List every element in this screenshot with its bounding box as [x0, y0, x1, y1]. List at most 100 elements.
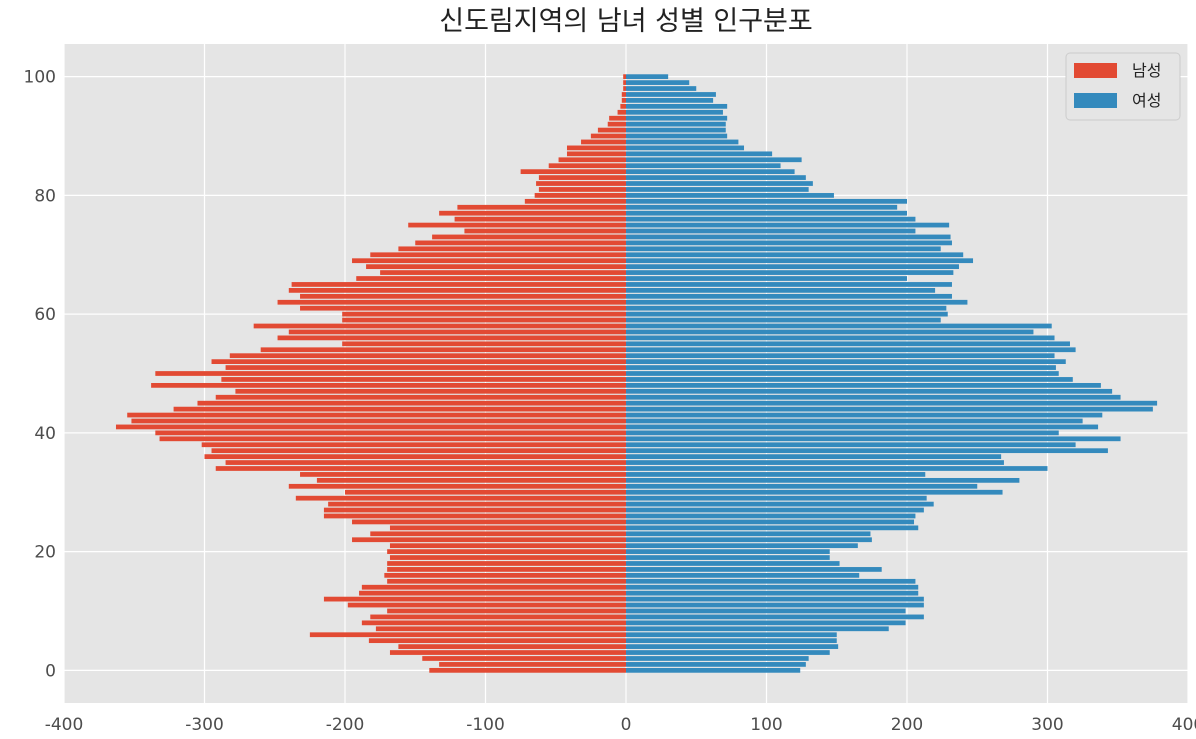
male-bar-age-47	[235, 388, 626, 394]
female-bar-age-94	[626, 109, 723, 115]
male-bar-age-43	[127, 412, 626, 418]
male-bar-age-40	[155, 430, 626, 436]
male-bar-age-72	[415, 240, 626, 246]
female-bar-age-61	[626, 305, 947, 311]
male-bar-age-44	[173, 406, 626, 412]
male-bar-age-73	[432, 234, 626, 240]
y-tick-label: 80	[34, 186, 56, 206]
male-bar-age-34	[215, 466, 627, 471]
male-bar-age-93	[609, 115, 626, 121]
female-bar-age-16	[626, 572, 860, 578]
legend-label-male: 남성	[1132, 61, 1161, 80]
female-bar-age-58	[626, 323, 1052, 329]
male-bar-age-96	[621, 98, 626, 103]
x-tick-label: -100	[466, 715, 505, 735]
female-bar-age-55	[626, 341, 1070, 347]
female-bar-age-40	[626, 430, 1059, 436]
female-bar-age-51	[626, 365, 1056, 370]
female-bar-age-84	[626, 169, 795, 175]
male-bar-age-36	[204, 454, 626, 459]
female-bar-age-11	[626, 602, 924, 608]
female-bar-age-95	[626, 103, 728, 109]
male-bar-age-41	[115, 424, 627, 430]
male-bar-age-10	[387, 608, 626, 614]
male-bar-age-8	[361, 620, 626, 626]
male-bar-age-95	[620, 103, 626, 109]
female-bar-age-17	[626, 567, 882, 572]
male-bar-age-65	[291, 282, 626, 287]
male-bar-age-62	[277, 299, 626, 305]
male-bar-age-7	[375, 626, 626, 632]
female-bar-age-66	[626, 276, 907, 281]
male-bar-age-71	[398, 246, 626, 252]
male-bar-age-87	[566, 151, 626, 157]
female-bar-age-92	[626, 121, 726, 127]
female-bar-age-20	[626, 549, 830, 554]
female-bar-age-88	[626, 145, 745, 151]
male-bar-age-46	[215, 394, 627, 400]
female-bar-age-64	[626, 288, 936, 293]
female-bar-age-42	[626, 418, 1083, 424]
x-tick-label: 300	[1031, 715, 1063, 735]
male-bar-age-18	[387, 561, 626, 566]
x-tick-label: -200	[326, 715, 365, 735]
male-bar-age-25	[352, 519, 626, 525]
female-bar-age-28	[626, 501, 934, 507]
male-bar-age-27	[323, 507, 626, 513]
female-bar-age-59	[626, 317, 941, 323]
x-tick-label: -300	[185, 715, 224, 735]
male-bar-age-6	[309, 632, 626, 638]
male-bar-age-82	[536, 181, 626, 186]
male-bar-age-53	[229, 353, 627, 359]
male-bar-age-4	[398, 644, 626, 649]
y-tick-label: 0	[45, 661, 56, 681]
y-tick-label: 100	[24, 68, 56, 88]
legend-swatch-female	[1074, 93, 1117, 108]
female-bar-age-76	[626, 216, 916, 222]
male-bar-age-5	[368, 638, 626, 644]
female-bar-age-27	[626, 507, 924, 513]
male-bar-age-84	[520, 169, 626, 175]
female-bar-age-96	[626, 98, 714, 103]
male-bar-age-77	[439, 210, 626, 216]
female-bar-age-69	[626, 258, 974, 264]
female-bar-age-3	[626, 650, 830, 655]
bars-layer	[115, 74, 1158, 673]
male-bar-age-74	[464, 228, 626, 234]
male-bar-age-67	[380, 270, 626, 275]
male-bar-age-2	[422, 656, 626, 661]
x-tick-label: 100	[750, 715, 782, 735]
male-bar-age-32	[316, 477, 626, 483]
female-bar-age-78	[626, 204, 898, 210]
x-tick-label: 400	[1172, 715, 1196, 735]
male-bar-age-79	[524, 198, 626, 204]
male-bar-age-42	[131, 418, 626, 424]
female-bar-age-100	[626, 74, 669, 80]
female-bar-age-7	[626, 626, 889, 632]
female-bar-age-10	[626, 608, 906, 614]
female-bar-age-86	[626, 157, 802, 163]
female-bar-age-9	[626, 614, 924, 620]
male-bar-age-99	[623, 80, 626, 85]
female-bar-age-98	[626, 86, 697, 91]
male-bar-age-59	[342, 317, 626, 323]
male-bar-age-64	[288, 288, 626, 293]
female-bar-age-33	[626, 472, 926, 477]
female-bar-age-22	[626, 537, 872, 543]
male-bar-age-31	[288, 483, 626, 489]
male-bar-age-12	[323, 596, 626, 602]
female-bar-age-5	[626, 638, 837, 644]
male-bar-age-61	[300, 305, 626, 311]
male-bar-age-57	[288, 329, 626, 335]
female-bar-age-38	[626, 442, 1076, 448]
male-bar-age-29	[295, 495, 626, 501]
female-bar-age-25	[626, 519, 915, 525]
male-bar-age-20	[387, 549, 626, 554]
male-bar-age-19	[389, 555, 626, 560]
male-bar-age-56	[277, 335, 626, 341]
male-bar-age-13	[359, 590, 626, 596]
legend-swatch-male	[1074, 63, 1117, 78]
female-bar-age-18	[626, 561, 840, 566]
male-bar-age-23	[370, 531, 626, 537]
female-bar-age-54	[626, 347, 1076, 353]
